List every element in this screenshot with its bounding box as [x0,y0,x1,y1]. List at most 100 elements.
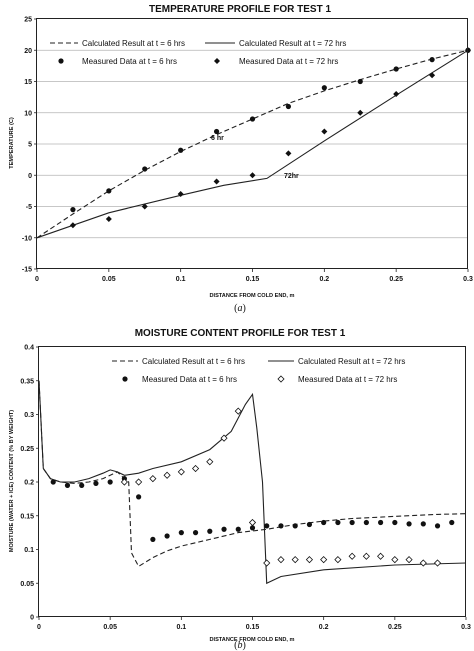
data-point [79,482,85,488]
y-tick-label: 0.25 [20,446,34,453]
temperature-chart: TEMPERATURE PROFILE FOR TEST 1 -15 -10 -5 0… [9,4,473,314]
legend-label: Measured Data at t = 6 hrs [82,57,177,66]
plot-frame [36,18,468,269]
plot-area [36,47,471,239]
data-point [362,552,370,560]
data-point [357,109,364,116]
x-tick-label: 0.1 [176,624,186,631]
data-point [163,471,171,479]
y-tick-label: 0 [28,173,32,180]
data-point [70,207,76,213]
x-tick-label: 0.1 [176,276,186,283]
data-point [434,523,441,529]
legend-label: Calculated Result at t = 6 hrs [82,39,185,48]
data-point [64,482,71,488]
data-point [221,526,227,532]
annotation-6hr: 6 hr [211,135,224,142]
data-point [263,559,271,567]
data-point [405,556,413,564]
series-line-solid [38,380,467,585]
x-tick-label: 0.05 [103,624,117,631]
data-point [164,533,170,539]
series-line-dashed [38,380,467,568]
data-point [278,523,284,529]
panel-caption: (a) [234,303,246,314]
data-point [235,526,241,532]
legend-swatch-circle [122,376,128,382]
data-point [378,519,384,526]
data-point [306,521,313,528]
legend-label: Calculated Result at t = 72 hrs [298,357,405,366]
data-point [248,518,257,527]
data-point [141,203,148,210]
data-point [178,530,184,536]
data-point [285,150,292,157]
x-tick-label: 0.15 [246,276,260,283]
x-axis-label: DISTANCE FROM COLD END, m [209,637,294,643]
y-tick-label: 5 [28,142,32,149]
y-tick-labels: -15 -10 -5 0 5 10 15 20 25 [22,17,37,274]
data-point [106,188,112,194]
data-point [291,556,299,564]
data-point [349,519,355,526]
data-point [135,478,143,486]
data-point [50,479,56,485]
data-point [177,468,185,476]
data-point [213,178,220,185]
legend: Calculated Result at t = 6 hrs Calculate… [50,39,346,66]
data-point [150,536,156,542]
y-axis-label: MOISTURE (WATER + ICE) CONTENT (% BY WEI… [9,410,15,552]
x-tick-labels: 0 0.05 0.1 0.15 0.2 0.25 0.3 [37,617,471,631]
data-point [105,216,112,222]
legend-swatch-circle [58,58,64,64]
data-point [277,556,285,564]
data-point [149,475,157,483]
data-point [305,556,313,564]
data-point [321,519,327,526]
data-point [178,147,184,153]
data-point [249,116,256,122]
x-tick-label: 0.3 [461,624,471,631]
chart-title: TEMPERATURE PROFILE FOR TEST 1 [149,4,331,15]
legend-label: Measured Data at t = 72 hrs [239,57,338,66]
grid-lines [37,49,468,239]
y-tick-label: 15 [24,79,32,86]
y-tick-label: 0.3 [24,412,34,419]
data-point [213,128,220,135]
x-tick-label: 0.15 [246,624,260,631]
data-point [264,523,270,529]
x-tick-label: 0.3 [463,276,473,283]
legend-swatch-open-diamond [277,375,285,383]
data-point [406,521,412,527]
data-point [335,519,341,526]
data-point [429,57,435,63]
panel-caption: (b) [234,640,246,651]
data-point [136,494,142,500]
data-point [249,172,256,179]
y-tick-label: 0.05 [20,581,34,588]
data-point [285,103,292,110]
data-point [377,552,385,560]
legend-swatch-diamond [214,58,220,64]
data-point [93,480,99,486]
y-tick-label: -5 [26,204,32,211]
data-point [357,78,363,85]
legend-label: Measured Data at t = 72 hrs [298,375,397,384]
legend: Calculated Result at t = 6 hrs Calculate… [112,357,405,384]
data-point [393,91,400,97]
data-point [449,519,455,526]
x-tick-label: 0 [35,276,39,283]
data-point [220,434,228,442]
data-point [320,556,328,564]
data-point [391,556,399,564]
chart-title: MOISTURE CONTENT PROFILE FOR TEST 1 [135,328,346,339]
data-point [321,85,327,91]
data-point [120,478,128,486]
x-tick-label: 0.2 [319,276,329,283]
legend-label: Calculated Result at t = 72 hrs [239,39,346,48]
y-tick-label: 0.35 [20,378,34,385]
data-point [321,128,328,135]
y-tick-label: 0.15 [20,513,34,520]
y-tick-label: 20 [24,48,32,55]
